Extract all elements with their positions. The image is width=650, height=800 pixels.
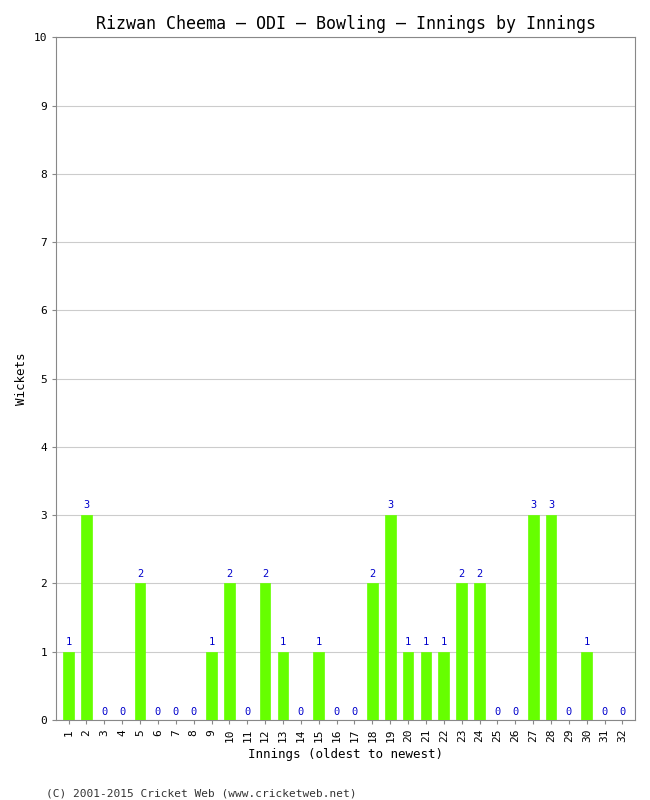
Text: 2: 2 bbox=[458, 569, 465, 578]
Bar bbox=[81, 515, 92, 720]
Text: 0: 0 bbox=[298, 706, 304, 717]
Bar bbox=[474, 583, 485, 720]
Text: 3: 3 bbox=[548, 500, 554, 510]
Bar bbox=[528, 515, 538, 720]
Text: 1: 1 bbox=[66, 637, 72, 647]
Bar bbox=[367, 583, 378, 720]
Text: 1: 1 bbox=[316, 637, 322, 647]
Title: Rizwan Cheema – ODI – Bowling – Innings by Innings: Rizwan Cheema – ODI – Bowling – Innings … bbox=[96, 15, 595, 33]
Bar bbox=[385, 515, 396, 720]
Bar bbox=[278, 652, 289, 720]
Text: 0: 0 bbox=[619, 706, 625, 717]
Bar bbox=[63, 652, 74, 720]
Text: 3: 3 bbox=[387, 500, 393, 510]
Text: 0: 0 bbox=[119, 706, 125, 717]
Text: 1: 1 bbox=[209, 637, 214, 647]
Bar bbox=[206, 652, 217, 720]
Bar bbox=[439, 652, 449, 720]
Bar bbox=[456, 583, 467, 720]
Text: 0: 0 bbox=[352, 706, 358, 717]
Text: 2: 2 bbox=[476, 569, 483, 578]
Bar bbox=[224, 583, 235, 720]
Bar bbox=[545, 515, 556, 720]
Text: 0: 0 bbox=[512, 706, 519, 717]
Text: 1: 1 bbox=[405, 637, 411, 647]
Bar bbox=[581, 652, 592, 720]
Text: 0: 0 bbox=[494, 706, 500, 717]
Text: 0: 0 bbox=[244, 706, 250, 717]
Bar bbox=[403, 652, 413, 720]
Bar bbox=[421, 652, 432, 720]
Text: 0: 0 bbox=[155, 706, 161, 717]
Bar bbox=[260, 583, 270, 720]
Text: 0: 0 bbox=[101, 706, 107, 717]
Text: 0: 0 bbox=[566, 706, 572, 717]
Text: 0: 0 bbox=[333, 706, 340, 717]
Text: (C) 2001-2015 Cricket Web (www.cricketweb.net): (C) 2001-2015 Cricket Web (www.cricketwe… bbox=[46, 788, 356, 798]
Text: 3: 3 bbox=[83, 500, 90, 510]
Text: 0: 0 bbox=[601, 706, 608, 717]
Text: 1: 1 bbox=[584, 637, 590, 647]
Text: 1: 1 bbox=[441, 637, 447, 647]
Bar bbox=[135, 583, 146, 720]
X-axis label: Innings (oldest to newest): Innings (oldest to newest) bbox=[248, 748, 443, 761]
Text: 2: 2 bbox=[137, 569, 143, 578]
Bar bbox=[313, 652, 324, 720]
Text: 2: 2 bbox=[369, 569, 376, 578]
Text: 2: 2 bbox=[226, 569, 233, 578]
Text: 1: 1 bbox=[280, 637, 286, 647]
Y-axis label: Wickets: Wickets bbox=[15, 352, 28, 405]
Text: 0: 0 bbox=[190, 706, 197, 717]
Text: 2: 2 bbox=[262, 569, 268, 578]
Text: 1: 1 bbox=[422, 637, 429, 647]
Text: 3: 3 bbox=[530, 500, 536, 510]
Text: 0: 0 bbox=[173, 706, 179, 717]
